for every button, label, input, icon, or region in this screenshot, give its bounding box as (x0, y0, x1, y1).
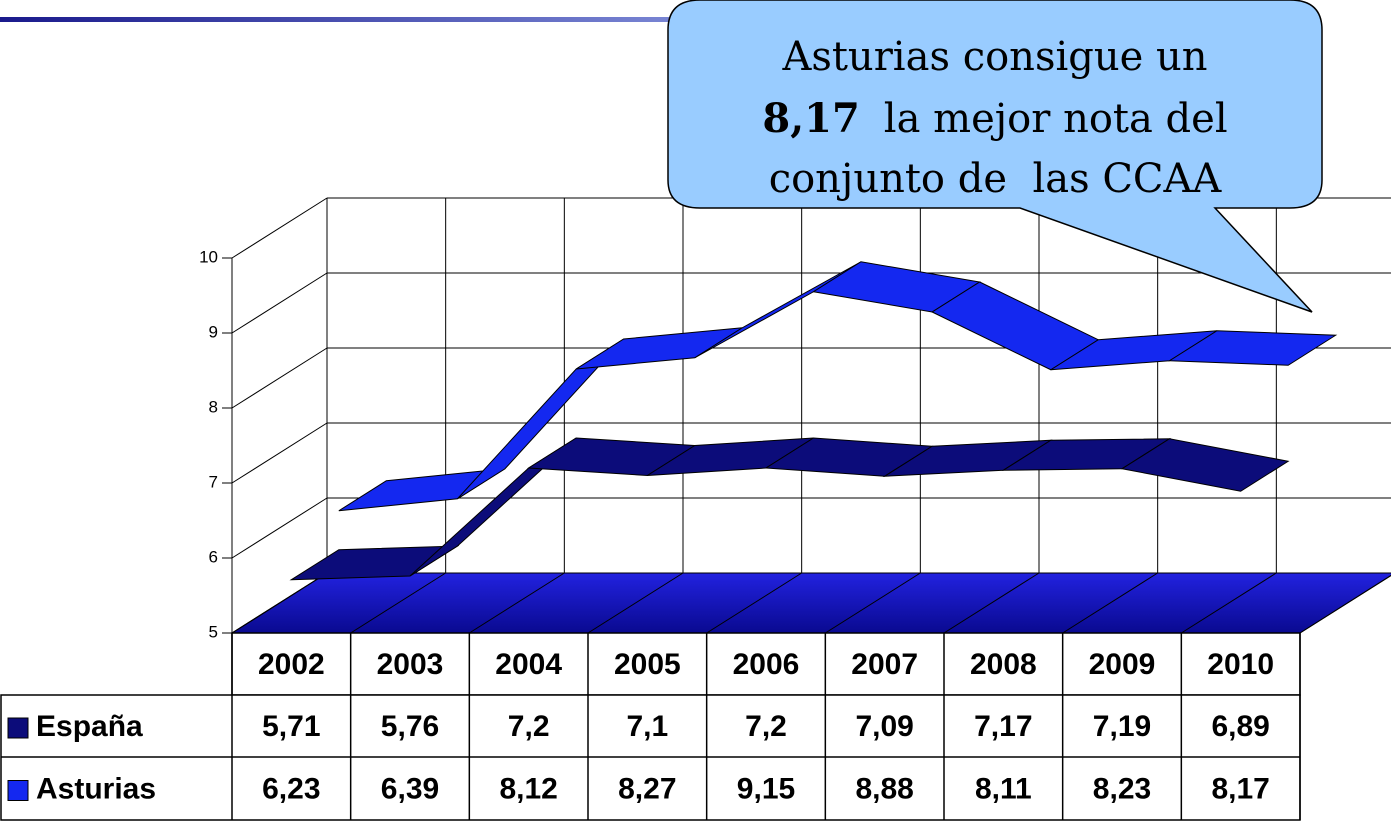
table-value: 7,09 (855, 710, 913, 743)
table-value: 6,23 (262, 772, 320, 805)
table-value: 5,76 (381, 710, 439, 743)
floor-line (706, 572, 802, 634)
table-value: 6,89 (1211, 710, 1269, 743)
floor-line (825, 572, 921, 634)
floor-line (469, 572, 565, 634)
table-value: 7,19 (1093, 710, 1151, 743)
x-tick-label: 2007 (851, 648, 918, 681)
legend-label: Asturias (36, 772, 156, 805)
table-header-frame (231, 632, 1301, 696)
y-tick-label: 7 (209, 472, 218, 491)
floor-line (943, 572, 1040, 634)
x-tick-label: 2009 (1089, 648, 1156, 681)
callout-line: Asturias consigue un (781, 34, 1207, 80)
table-value: 7,2 (745, 710, 787, 743)
y-tick-label: 8 (209, 397, 218, 416)
x-tick-label: 2005 (614, 648, 681, 681)
x-tick-label: 2010 (1207, 648, 1274, 681)
table-value: 6,39 (381, 772, 439, 805)
y-tick-label: 6 (209, 547, 218, 566)
x-tick-label: 2008 (970, 648, 1037, 681)
callout-text: la mejor nota del (884, 96, 1228, 142)
y-tick-label: 9 (209, 322, 218, 341)
y-tick-label: 10 (199, 247, 218, 266)
callout-line: 8,17 la mejor nota del (762, 95, 1227, 142)
grid-line (231, 197, 328, 259)
table-value: 7,2 (508, 710, 550, 743)
grid-line (231, 272, 328, 334)
legend-swatch (7, 717, 29, 739)
table-value: 8,11 (975, 772, 1032, 805)
table-value: 8,88 (855, 772, 913, 805)
floor-line (587, 572, 684, 634)
x-tick-label: 2004 (495, 648, 562, 681)
callout-bubble (667, 0, 1323, 313)
floor-line (1181, 572, 1277, 634)
legend-label: España (36, 710, 143, 743)
floor-line (1062, 572, 1158, 634)
table-value: 8,17 (1211, 772, 1269, 805)
floor-line (350, 572, 446, 634)
callout-line: conjunto de las CCAA (769, 156, 1223, 202)
table-value: 7,17 (974, 710, 1032, 743)
callout-highlight: 8,17 (762, 95, 859, 142)
floor (230, 572, 1391, 634)
table-value: 7,1 (626, 710, 668, 743)
grid-line (231, 497, 328, 559)
table-value: 8,23 (1093, 772, 1151, 805)
y-tick-label: 5 (209, 622, 218, 641)
grid-line (231, 347, 328, 409)
ribbon-segment (694, 261, 862, 359)
table-value: 9,15 (737, 772, 795, 805)
legend-swatch (7, 780, 29, 801)
ribbon-segment (1167, 330, 1338, 366)
grid-line (231, 572, 328, 634)
x-tick-label: 2003 (377, 648, 444, 681)
x-tick-label: 2002 (258, 648, 325, 681)
table-value: 8,12 (499, 772, 557, 805)
floor-line (1299, 574, 1391, 634)
table-value: 5,71 (262, 710, 320, 743)
header-rule (0, 17, 720, 22)
table-value: 8,27 (618, 772, 676, 805)
grid-line (231, 422, 328, 484)
x-tick-label: 2006 (733, 648, 800, 681)
ribbon-segment (1120, 438, 1290, 492)
